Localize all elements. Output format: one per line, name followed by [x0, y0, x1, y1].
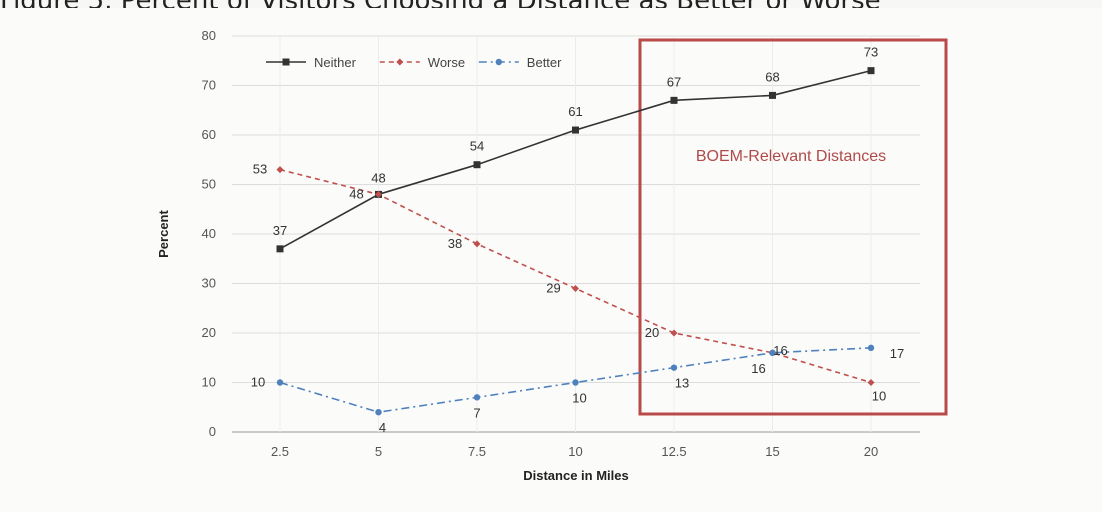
- y-tick-label: 60: [202, 127, 216, 142]
- x-tick-label: 5: [375, 444, 382, 459]
- x-tick-label: 10: [568, 444, 582, 459]
- marker-neither: [473, 161, 481, 169]
- y-tick-label: 70: [202, 78, 216, 93]
- marker-neither: [282, 58, 290, 66]
- x-axis-title: Distance in Miles: [523, 468, 628, 483]
- data-label-worse: 29: [546, 280, 560, 295]
- y-tick-label: 80: [202, 28, 216, 43]
- legend-label-better: Better: [527, 55, 562, 70]
- data-label-worse: 38: [448, 236, 462, 251]
- data-label-worse: 48: [349, 186, 363, 201]
- marker-worse: [572, 284, 579, 292]
- marker-better: [572, 379, 579, 386]
- data-label-neither: 61: [568, 104, 582, 119]
- marker-neither: [276, 245, 284, 253]
- marker-worse: [276, 166, 284, 174]
- data-label-neither: 68: [765, 69, 779, 84]
- data-label-worse: 20: [645, 325, 659, 340]
- y-tick-label: 50: [202, 177, 216, 192]
- x-tick-label: 12.5: [661, 444, 686, 459]
- data-label-neither: 67: [667, 74, 681, 89]
- marker-better: [769, 349, 776, 356]
- marker-better: [375, 409, 382, 416]
- marker-worse: [473, 240, 481, 248]
- marker-worse: [375, 190, 382, 198]
- marker-better: [276, 379, 284, 386]
- x-tick-label: 2.5: [271, 444, 289, 459]
- data-label-worse: 16: [773, 343, 787, 358]
- x-tick-label: 20: [864, 444, 878, 459]
- marker-worse: [670, 329, 678, 337]
- data-label-worse: 53: [253, 162, 267, 177]
- marker-worse: [396, 58, 404, 66]
- x-tick-label: 7.5: [468, 444, 486, 459]
- data-label-better: 13: [675, 376, 689, 391]
- y-axis-title: Percent: [156, 209, 171, 257]
- data-label-better: 16: [751, 361, 765, 376]
- data-label-better: 7: [473, 405, 480, 420]
- y-tick-label: 0: [209, 424, 216, 439]
- data-label-worse: 10: [872, 389, 886, 404]
- marker-better: [867, 344, 875, 352]
- data-label-neither: 73: [864, 45, 878, 60]
- data-label-neither: 37: [273, 223, 287, 238]
- marker-better: [495, 58, 502, 66]
- marker-neither: [572, 126, 579, 134]
- marker-neither: [867, 67, 875, 75]
- chart-paper: [0, 8, 1102, 512]
- y-tick-label: 10: [202, 375, 216, 390]
- data-label-better: 4: [379, 420, 386, 435]
- legend-label-worse: Worse: [428, 55, 465, 70]
- marker-better: [670, 364, 678, 371]
- marker-worse: [867, 379, 875, 386]
- marker-neither: [670, 96, 678, 104]
- data-label-better: 10: [572, 391, 586, 406]
- legend-label-neither: Neither: [314, 55, 357, 70]
- y-tick-label: 20: [202, 325, 216, 340]
- data-label-better: 17: [890, 346, 904, 361]
- marker-neither: [769, 91, 776, 99]
- boem-relevant-label: BOEM-Relevant Distances: [696, 148, 886, 165]
- marker-better: [473, 394, 481, 401]
- data-label-neither: 48: [371, 170, 385, 185]
- x-tick-label: 15: [765, 444, 779, 459]
- data-label-neither: 54: [470, 139, 484, 154]
- y-tick-label: 30: [202, 276, 216, 291]
- data-label-better: 10: [251, 375, 265, 390]
- boem-relevant-box: [638, 38, 948, 416]
- y-tick-label: 40: [202, 226, 216, 241]
